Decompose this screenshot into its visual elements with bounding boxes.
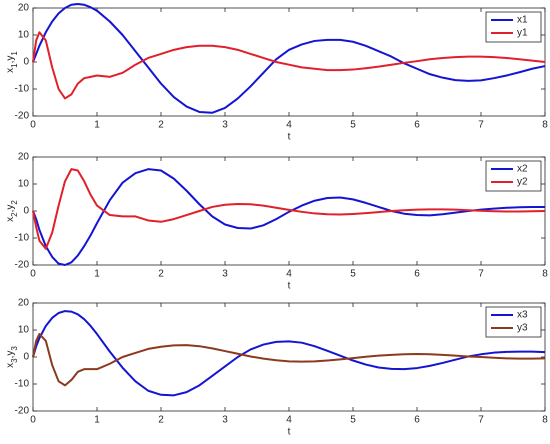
data-line [32, 168, 545, 266]
x-tick-label: 3 [222, 415, 228, 426]
x-tick-label: 7 [478, 415, 484, 426]
y-tick-label: -10 [15, 84, 30, 95]
x-tick-label: 4 [286, 120, 292, 131]
y-tick-label: 10 [18, 30, 30, 41]
data-line [32, 168, 546, 250]
x-tick-label: 0 [30, 269, 36, 280]
legend-label: y1 [517, 28, 528, 39]
x-tick-label: 0 [30, 120, 36, 131]
subplot: -20 -10 0 10 20 0 1 2 3 4 5 6 7 8 t x2,y2 x2 y2 [5, 152, 549, 292]
x-tick-label: 6 [414, 415, 420, 426]
legend-label: x3 [517, 310, 528, 321]
x-tick-label: 8 [542, 120, 548, 131]
x-tick-label: 1 [94, 269, 100, 280]
x-tick-label: 6 [414, 269, 420, 280]
axes-box [32, 7, 546, 117]
data-line [32, 310, 546, 397]
subplot: -20 -10 0 10 20 0 1 2 3 4 5 6 7 8 t x1,y1 x1 y1 [5, 3, 549, 143]
x-tick-label: 4 [286, 269, 292, 280]
data-line [32, 333, 546, 387]
x-tick-label: 8 [542, 269, 548, 280]
y-tick-label: -10 [15, 233, 30, 244]
y-axis-label: x2,y2 [5, 200, 19, 222]
x-tick-label: 1 [94, 120, 100, 131]
x-tick-label: 2 [158, 269, 164, 280]
x-tick-label: 7 [478, 269, 484, 280]
y-tick-label: 0 [23, 352, 29, 363]
x-axis-label: t [288, 427, 291, 438]
y-tick-label: 20 [18, 152, 30, 163]
x-tick-label: 2 [158, 415, 164, 426]
x-tick-label: 6 [414, 120, 420, 131]
x-tick-label: 8 [542, 415, 548, 426]
x-tick-label: 3 [222, 269, 228, 280]
y-axis-label: x3,y3 [5, 346, 19, 368]
legend-label: y3 [517, 323, 528, 334]
data-line [32, 2, 546, 114]
x-tick-label: 5 [350, 120, 356, 131]
legend-label: x2 [517, 164, 528, 175]
x-tick-label: 3 [222, 120, 228, 131]
y-tick-label: 20 [18, 3, 30, 14]
x-tick-label: 2 [158, 120, 164, 131]
data-line [32, 31, 546, 100]
x-tick-label: 1 [94, 415, 100, 426]
legend-box [485, 11, 542, 43]
y-tick-label: 0 [23, 57, 29, 68]
subplot: -20 -10 0 10 20 0 1 2 3 4 5 6 7 8 t x3,y3 x3 y3 [5, 298, 549, 438]
x-axis-label: t [288, 281, 291, 292]
y-tick-label: -20 [15, 111, 30, 122]
y-tick-label: -20 [15, 260, 30, 271]
x-axis-label: t [288, 132, 291, 143]
y-tick-label: 0 [23, 206, 29, 217]
x-tick-label: 4 [286, 415, 292, 426]
legend-label: y2 [517, 177, 528, 188]
legend-box [485, 160, 542, 192]
y-tick-label: -10 [15, 379, 30, 390]
y-tick-label: -20 [15, 406, 30, 417]
legend-label: x1 [517, 15, 528, 26]
y-tick-label: 10 [18, 179, 30, 190]
x-tick-label: 5 [350, 269, 356, 280]
legend-box [485, 306, 542, 338]
x-tick-label: 5 [350, 415, 356, 426]
x-tick-label: 0 [30, 415, 36, 426]
y-tick-label: 20 [18, 298, 30, 309]
y-axis-label: x1,y1 [5, 51, 19, 73]
x-tick-label: 7 [478, 120, 484, 131]
y-tick-label: 10 [18, 325, 30, 336]
